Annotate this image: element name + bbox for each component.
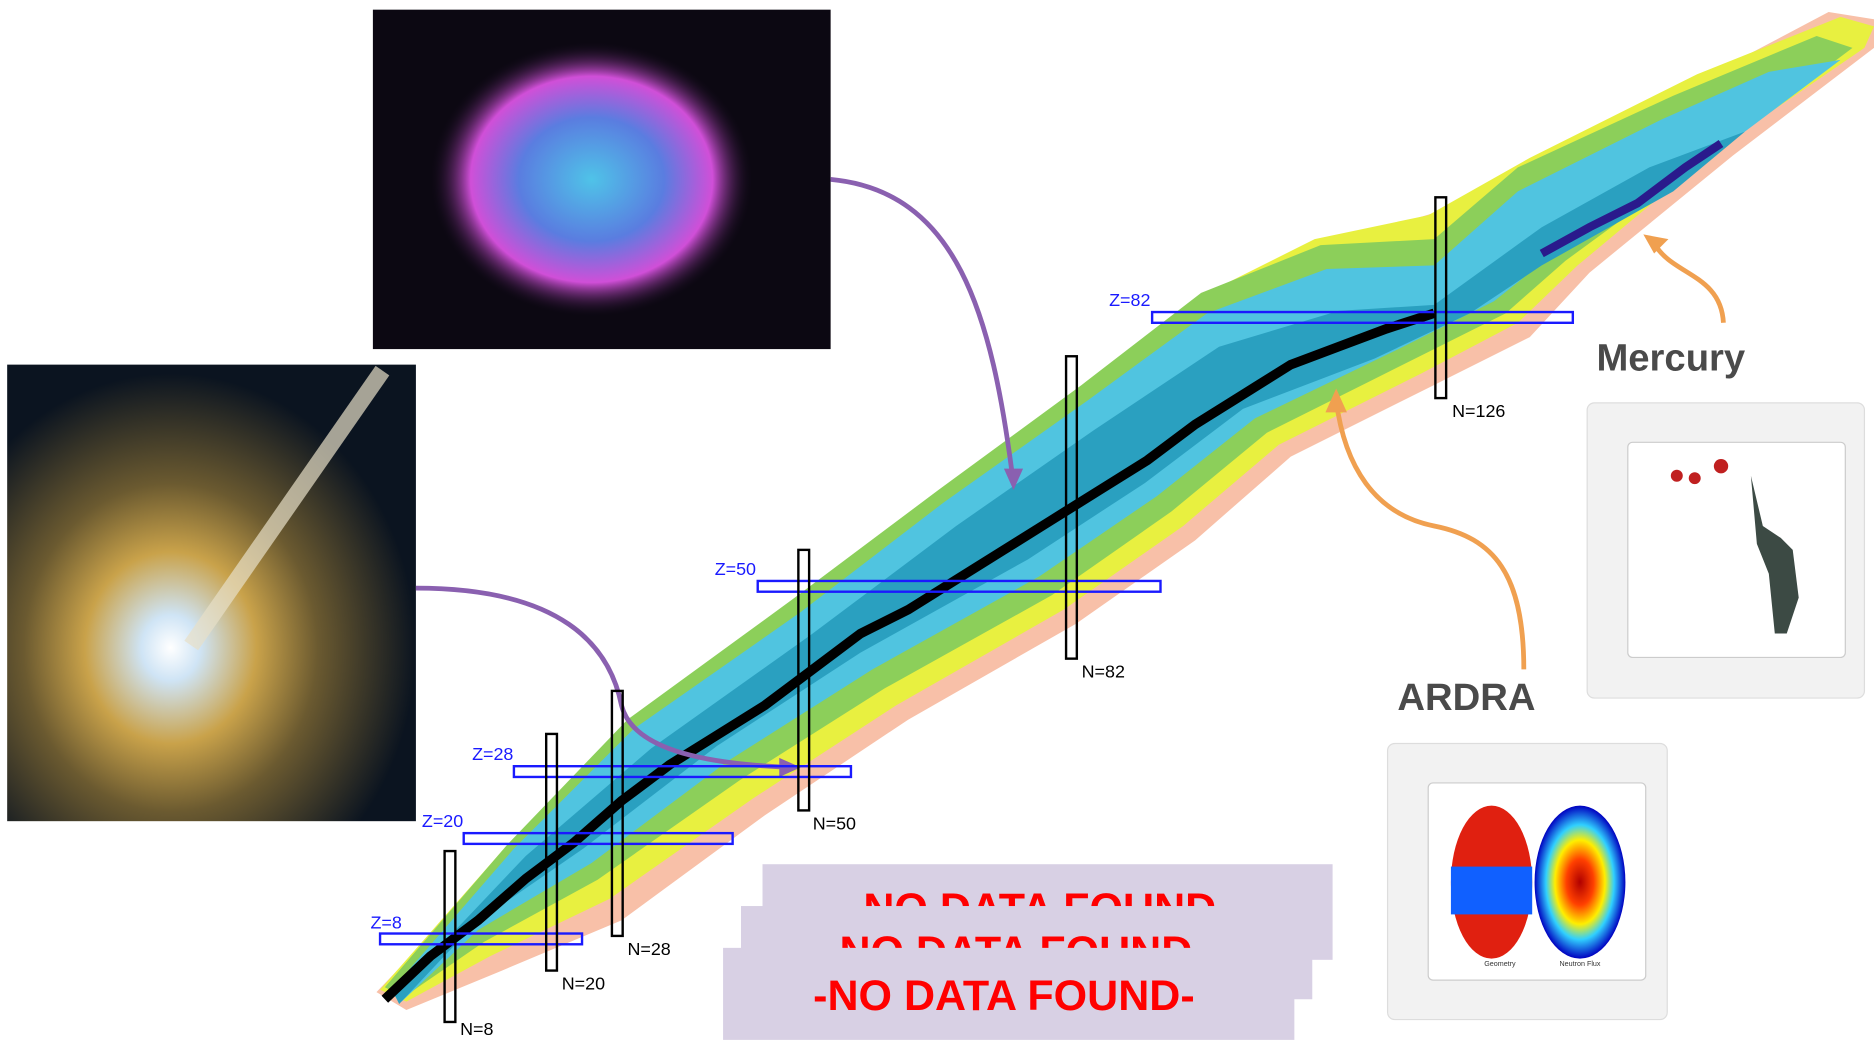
icon-dot (1670, 469, 1683, 482)
mercury-image (1627, 441, 1846, 659)
arrow (1333, 400, 1527, 670)
n-box (1434, 196, 1448, 400)
arrow (415, 585, 795, 770)
facility-label: Mercury (1596, 337, 1745, 380)
n-box (1064, 355, 1079, 660)
icon-dot (1688, 472, 1701, 485)
n-box (797, 548, 811, 812)
placeholder-card (723, 947, 1295, 1040)
mercury-statue (1750, 475, 1799, 634)
z-label: Z=20 (422, 811, 463, 831)
n-box (443, 849, 457, 1024)
flux-plot (1534, 805, 1626, 959)
z-box (1150, 310, 1575, 324)
n-label: N=82 (1082, 662, 1125, 682)
arrow (1653, 243, 1726, 323)
n-label: N=50 (813, 814, 856, 834)
z-box (512, 765, 853, 779)
proton-boxes (378, 310, 1575, 946)
placeholder-text: -NO DATA FOUND- (813, 972, 1195, 1020)
geometry-band (1450, 866, 1533, 915)
arrow-head (1643, 234, 1669, 254)
z-label: Z=50 (715, 559, 756, 579)
figure-caption: Neutron Flux (1560, 960, 1601, 968)
arrow-head (1003, 468, 1024, 491)
merger-image (7, 364, 416, 822)
mercury-region-line (1539, 140, 1724, 258)
n-box (544, 732, 559, 972)
z-label: Z=28 (472, 744, 513, 764)
z-box (756, 579, 1162, 593)
n-label: N=20 (562, 974, 605, 994)
z-label: Z=8 (370, 913, 401, 933)
n-label: N=8 (460, 1019, 493, 1039)
supernova-glow (430, 41, 753, 317)
merger-jet (184, 365, 390, 651)
neutron-boxes (443, 196, 1448, 1024)
z-box (378, 932, 584, 946)
z-box (462, 831, 734, 846)
n-box (610, 689, 624, 938)
arrow (830, 177, 1016, 485)
arrow-head (1325, 388, 1347, 413)
facility-label: ARDRA (1397, 676, 1535, 719)
n-label: N=28 (627, 939, 670, 959)
icon-dot (1713, 459, 1729, 474)
z-label: Z=82 (1109, 290, 1150, 310)
figure-caption: Geometry (1484, 960, 1516, 968)
n-label: N=126 (1452, 401, 1505, 421)
